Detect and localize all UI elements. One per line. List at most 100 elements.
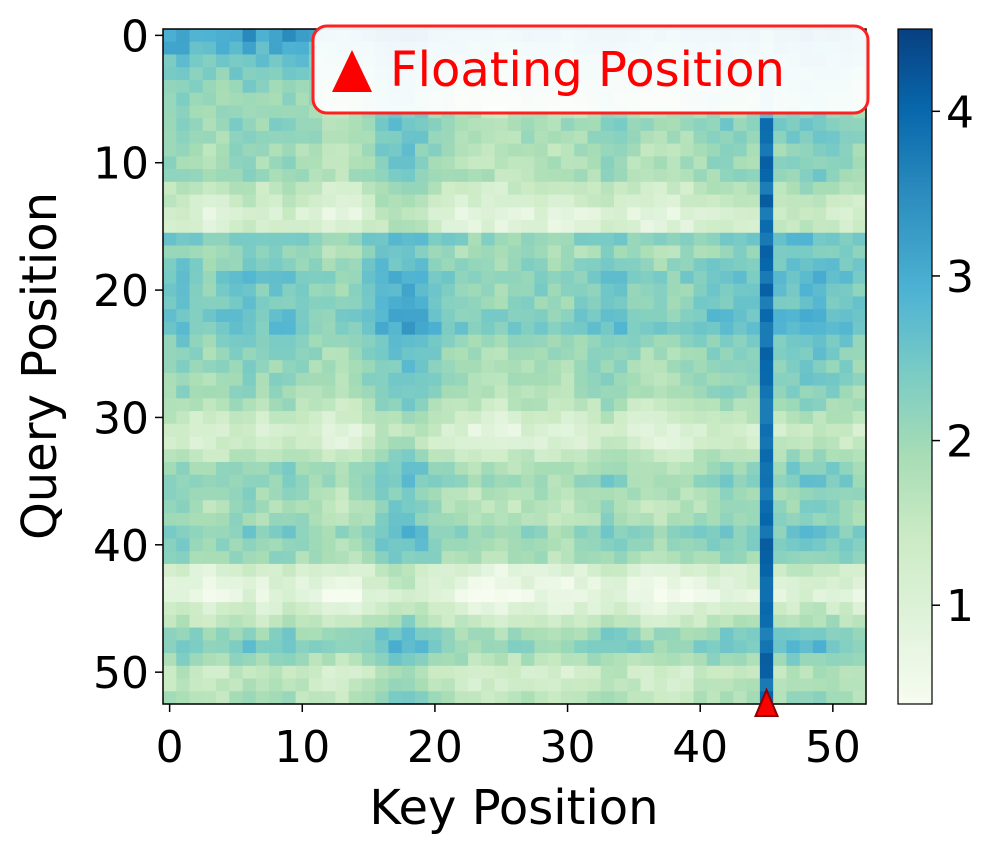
heatmap-cell bbox=[322, 360, 337, 374]
heatmap-cell bbox=[812, 258, 827, 272]
heatmap-cell bbox=[468, 614, 482, 629]
heatmap-cell bbox=[773, 678, 788, 692]
heatmap-cell bbox=[242, 283, 257, 298]
heatmap-cell bbox=[335, 653, 350, 667]
heatmap-cell bbox=[521, 143, 535, 157]
heatmap-cell bbox=[348, 334, 363, 348]
heatmap-cell bbox=[255, 79, 270, 94]
heatmap-cell bbox=[295, 512, 310, 527]
heatmap-cell bbox=[812, 169, 827, 183]
heatmap-cell bbox=[401, 653, 416, 667]
heatmap-cell bbox=[269, 92, 283, 107]
heatmap-cell bbox=[839, 360, 854, 374]
heatmap-cell bbox=[308, 372, 323, 387]
heatmap-cell bbox=[667, 309, 681, 323]
heatmap-cell bbox=[255, 245, 270, 259]
heatmap-cell bbox=[812, 118, 827, 132]
heatmap-cell bbox=[653, 500, 668, 514]
heatmap-cell bbox=[242, 220, 257, 234]
heatmap-cell bbox=[163, 105, 177, 119]
heatmap-cell bbox=[786, 653, 801, 667]
heatmap-cell bbox=[534, 156, 549, 170]
heatmap-cell bbox=[441, 436, 456, 450]
heatmap-cell bbox=[322, 653, 337, 667]
heatmap-cell bbox=[202, 640, 217, 654]
heatmap-cell bbox=[361, 538, 376, 552]
heatmap-cell bbox=[361, 411, 376, 425]
heatmap-cell bbox=[799, 156, 814, 170]
heatmap-cell bbox=[176, 296, 191, 310]
heatmap-cell bbox=[295, 321, 310, 336]
heatmap-cell bbox=[375, 283, 390, 298]
heatmap-cell bbox=[587, 665, 602, 680]
heatmap-cell bbox=[255, 538, 270, 552]
heatmap-cell bbox=[521, 118, 535, 132]
heatmap-cell bbox=[415, 283, 429, 298]
heatmap-cell bbox=[348, 270, 363, 285]
heatmap-cell bbox=[547, 207, 562, 221]
heatmap-cell bbox=[295, 169, 310, 183]
heatmap-cell bbox=[255, 691, 270, 705]
heatmap-cell bbox=[627, 258, 642, 272]
heatmap-cell bbox=[627, 398, 642, 412]
heatmap-cell bbox=[308, 207, 323, 221]
heatmap-cell bbox=[361, 423, 376, 438]
heatmap-cell bbox=[322, 525, 337, 540]
heatmap-cell bbox=[706, 296, 721, 310]
heatmap-cell bbox=[401, 691, 416, 705]
heatmap-cell bbox=[547, 665, 562, 680]
heatmap-cell bbox=[202, 653, 217, 667]
heatmap-cell bbox=[786, 321, 801, 336]
heatmap-cell bbox=[653, 589, 668, 603]
heatmap-cell bbox=[786, 398, 801, 412]
heatmap-cell bbox=[627, 334, 642, 348]
heatmap-cell bbox=[574, 296, 589, 310]
heatmap-cell bbox=[468, 678, 482, 692]
heatmap-cell bbox=[547, 653, 562, 667]
heatmap-cell bbox=[839, 576, 854, 590]
heatmap-cell bbox=[481, 614, 496, 629]
heatmap-cell bbox=[746, 220, 761, 234]
heatmap-cell bbox=[481, 220, 496, 234]
heatmap-cell bbox=[229, 385, 244, 399]
heatmap-cell bbox=[733, 653, 748, 667]
heatmap-cell bbox=[361, 512, 376, 527]
heatmap-cell bbox=[481, 653, 496, 667]
heatmap-cell bbox=[560, 372, 575, 387]
heatmap-cell bbox=[521, 220, 535, 234]
heatmap-cell bbox=[295, 665, 310, 680]
heatmap-cell bbox=[176, 283, 191, 298]
heatmap-cell bbox=[613, 232, 628, 247]
heatmap-cell bbox=[428, 334, 443, 348]
heatmap-cell bbox=[653, 525, 668, 540]
heatmap-cell bbox=[428, 512, 443, 527]
heatmap-cell bbox=[255, 143, 270, 157]
heatmap-cell bbox=[176, 665, 191, 680]
heatmap-cell bbox=[587, 678, 602, 692]
heatmap-cell bbox=[242, 360, 257, 374]
heatmap-cell bbox=[680, 474, 695, 489]
heatmap-cell bbox=[176, 258, 191, 272]
heatmap-cell bbox=[852, 474, 867, 489]
heatmap-cell bbox=[441, 640, 456, 654]
heatmap-cell bbox=[282, 627, 297, 641]
heatmap-cell bbox=[547, 156, 562, 170]
heatmap-cell bbox=[534, 627, 549, 641]
heatmap-cell bbox=[839, 411, 854, 425]
heatmap-cell bbox=[746, 538, 761, 552]
heatmap-cell bbox=[388, 538, 403, 552]
heatmap-cell bbox=[706, 500, 721, 514]
heatmap-cell bbox=[680, 551, 695, 565]
heatmap-cell bbox=[852, 512, 867, 527]
heatmap-cell bbox=[481, 474, 496, 489]
heatmap-cell bbox=[680, 602, 695, 616]
heatmap-cell bbox=[269, 309, 283, 323]
heatmap-cell bbox=[667, 449, 681, 463]
heatmap-cell bbox=[786, 691, 801, 705]
heatmap-cell bbox=[375, 653, 390, 667]
heatmap-cell bbox=[361, 258, 376, 272]
heatmap-cell bbox=[322, 232, 337, 247]
y-tick-label: 30 bbox=[93, 393, 149, 444]
heatmap-cell bbox=[255, 385, 270, 399]
heatmap-cell bbox=[348, 194, 363, 208]
